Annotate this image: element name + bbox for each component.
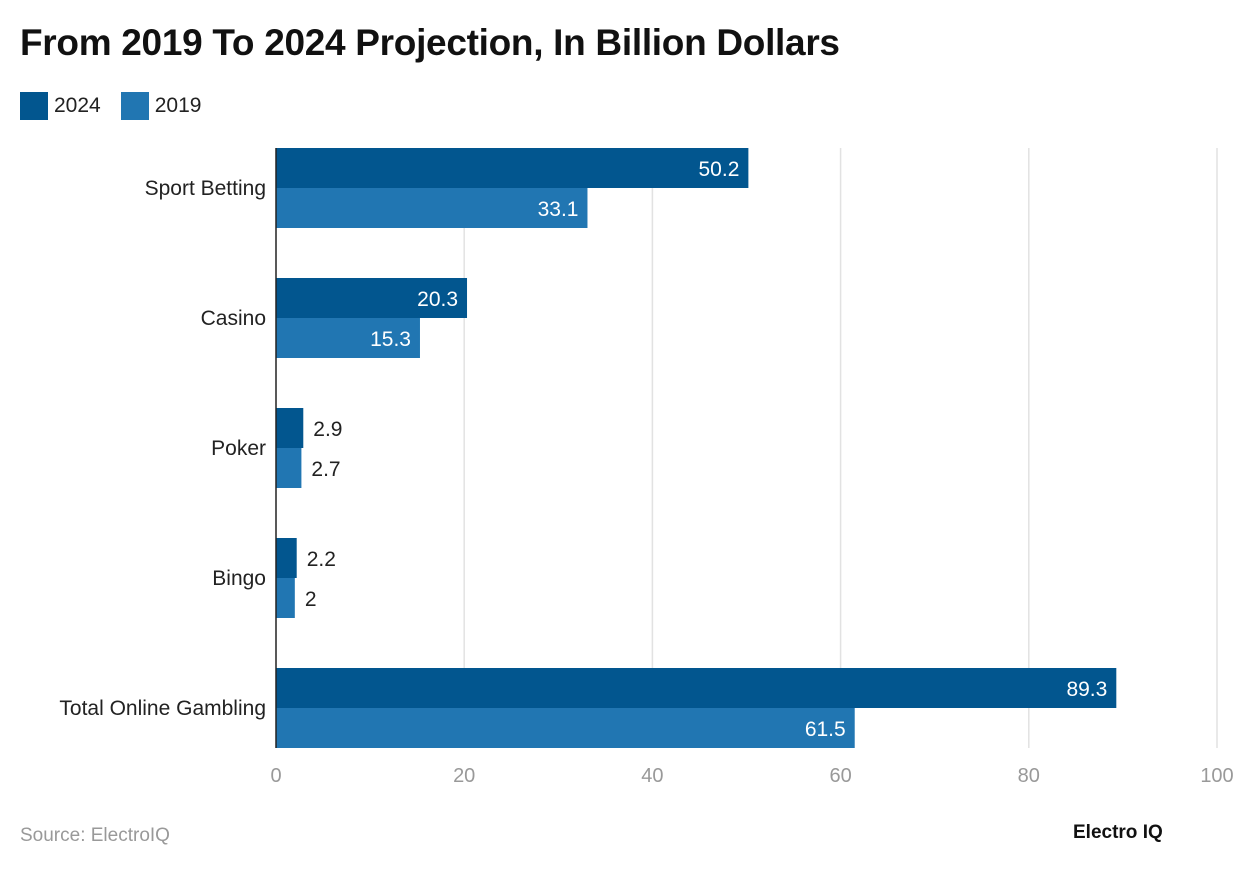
electro-iq-logo: Electro IQ bbox=[1073, 822, 1163, 843]
x-tick-label: 100 bbox=[1200, 765, 1233, 787]
source-note: Source: ElectroIQ bbox=[20, 825, 170, 846]
data-label: 20.3 bbox=[417, 288, 458, 311]
x-tick-label: 40 bbox=[641, 765, 663, 787]
bar-2024 bbox=[276, 408, 304, 448]
category-label: Total Online Gambling bbox=[59, 697, 266, 720]
x-tick-label: 80 bbox=[1018, 765, 1040, 787]
data-label: 50.2 bbox=[699, 158, 740, 181]
legend-swatch bbox=[120, 92, 149, 120]
bar-2024 bbox=[276, 278, 468, 318]
bar-2024 bbox=[276, 538, 297, 578]
x-tick-label: 0 bbox=[270, 765, 281, 787]
legend: 2024 2019 bbox=[20, 92, 201, 120]
bar-2019 bbox=[276, 708, 855, 748]
bar-2019 bbox=[276, 188, 588, 228]
data-label: 33.1 bbox=[538, 198, 579, 221]
category-label: Bingo bbox=[212, 567, 266, 590]
data-label: 61.5 bbox=[805, 718, 846, 741]
bar-2019 bbox=[276, 578, 295, 618]
legend-item-2019: 2019 bbox=[120, 92, 202, 120]
legend-label: 2019 bbox=[154, 94, 202, 117]
bar-2024 bbox=[276, 148, 749, 188]
data-label: 2.2 bbox=[307, 548, 336, 571]
legend-item-2024: 2024 bbox=[20, 92, 101, 120]
data-label: 15.3 bbox=[370, 328, 411, 351]
category-label: Sport Betting bbox=[145, 177, 266, 200]
chart-title: From 2019 To 2024 Projection, In Billion… bbox=[20, 22, 840, 63]
x-tick-label: 20 bbox=[453, 765, 475, 787]
legend-label: 2024 bbox=[54, 94, 101, 117]
data-label: 89.3 bbox=[1066, 678, 1107, 701]
bar-2024 bbox=[276, 668, 1117, 708]
category-label: Casino bbox=[201, 307, 266, 330]
category-label: Poker bbox=[211, 437, 266, 460]
data-label: 2.9 bbox=[313, 418, 342, 441]
data-label: 2 bbox=[305, 588, 317, 611]
data-label: 2.7 bbox=[311, 458, 340, 481]
legend-swatch bbox=[20, 92, 48, 120]
bar-2019 bbox=[276, 318, 420, 358]
bar-2019 bbox=[276, 448, 302, 488]
x-tick-label: 60 bbox=[829, 765, 851, 787]
